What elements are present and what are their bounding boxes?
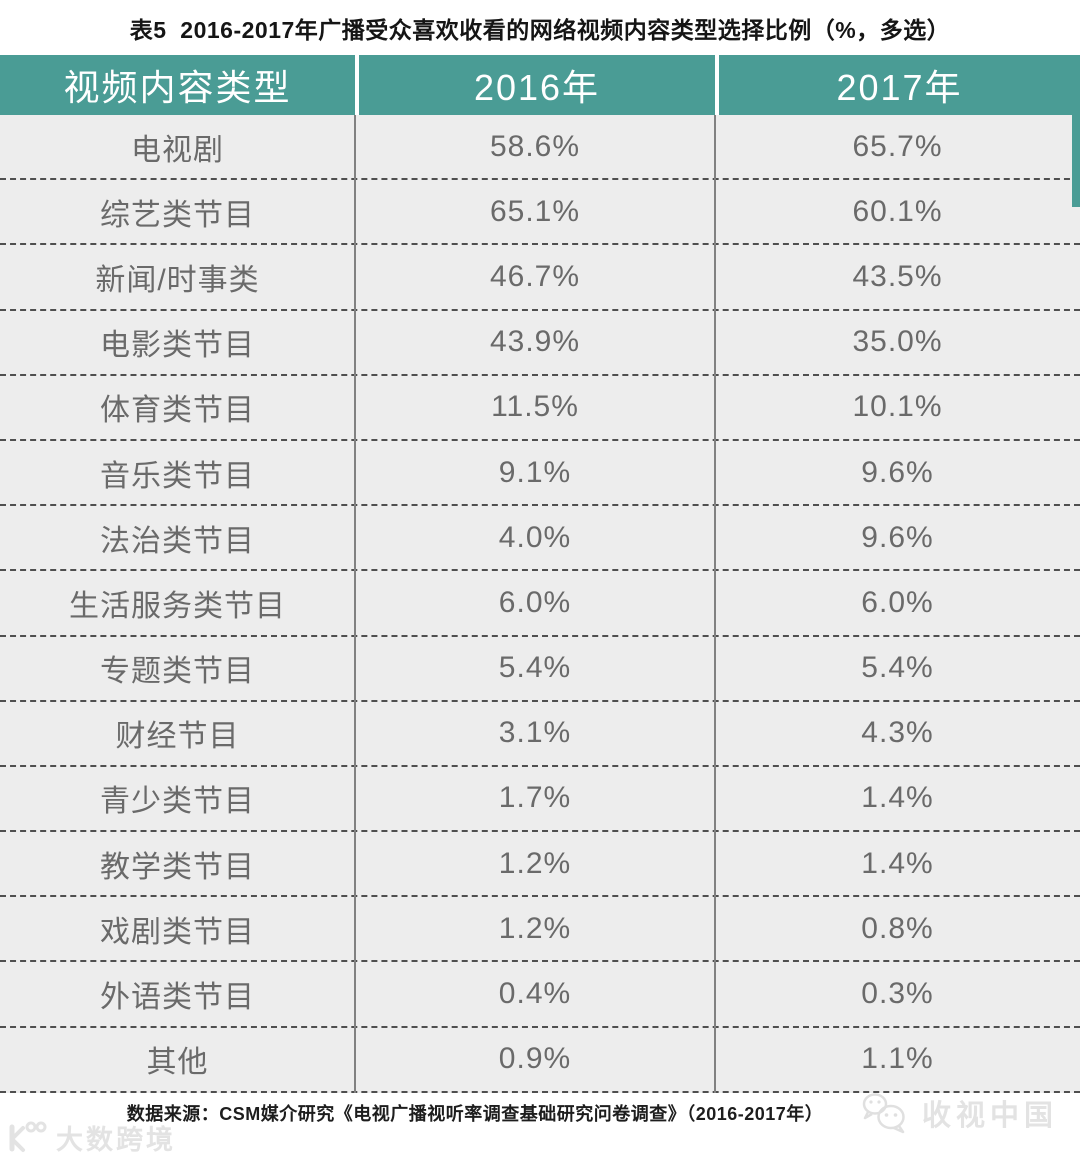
category-cell: 其他 (146, 1046, 209, 1080)
wechat-icon (860, 1090, 912, 1136)
value-2016-cell: 11.5% (491, 390, 579, 424)
column-divider-1 (354, 115, 356, 1093)
table-row: 电影类节目 43.9% 35.0% (0, 310, 1080, 376)
category-cell: 音乐类节目 (100, 459, 255, 493)
table-row: 其他 0.9% 1.1% (0, 1027, 1080, 1093)
table-title: 表5 2016-2017年广播受众喜欢收看的网络视频内容类型选择比例（%，多选） (129, 16, 951, 43)
category-cell: 综艺类节目 (100, 198, 255, 232)
watermark-bottom-left: 大数跨境 (6, 1118, 176, 1157)
header-cell-category: 视频内容类型 (0, 55, 355, 115)
table-row: 教学类节目 1.2% 1.4% (0, 832, 1080, 898)
table-row: 法治类节目 4.0% 9.6% (0, 506, 1080, 572)
table-row: 青少类节目 1.7% 1.4% (0, 766, 1080, 833)
value-2016-cell: 43.9% (489, 325, 581, 359)
value-2016-cell: 65.1% (489, 194, 581, 228)
value-2017-cell: 35.0% (852, 325, 943, 359)
value-2017-cell: 0.3% (861, 977, 934, 1011)
value-2016-cell: 0.4% (498, 977, 572, 1011)
table-row: 生活服务类节目 6.0% 6.0% (0, 571, 1080, 637)
category-cell: 专题类节目 (100, 655, 255, 689)
watermark-bottom-right: 收视中国 (860, 1090, 1058, 1136)
value-2017-cell: 0.8% (861, 911, 934, 945)
value-2017-cell: 65.7% (852, 129, 943, 163)
category-cell: 教学类节目 (100, 850, 255, 884)
watermark-bottom-right-label: 收视中国 (921, 1100, 1058, 1132)
value-2016-cell: 9.1% (498, 455, 572, 489)
value-2017-cell: 4.3% (861, 716, 934, 750)
category-cell: 财经节目 (115, 720, 240, 754)
table-row: 财经节目 3.1% 4.3% (0, 701, 1080, 767)
value-2016-cell: 46.7% (489, 259, 581, 293)
table-row: 新闻/时事类 46.7% 43.5% (0, 245, 1080, 311)
value-2016-cell: 1.2% (498, 911, 572, 945)
value-2016-cell: 58.6% (489, 129, 581, 163)
data-source-caption: 数据来源：CSM媒介研究《电视广播视听率调查基础研究问卷调查》（2016-201… (126, 1104, 824, 1124)
table-row: 体育类节目 11.5% 10.1% (0, 375, 1080, 441)
header-cell-2016: 2016年 (355, 55, 715, 115)
value-2016-cell: 3.1% (498, 716, 572, 750)
table-row: 外语类节目 0.4% 0.3% (0, 962, 1080, 1028)
value-2017-cell: 1.1% (861, 1042, 934, 1076)
value-2016-cell: 5.4% (498, 651, 572, 685)
table-row: 电视剧 58.6% 65.7% (0, 115, 1080, 181)
value-2016-cell: 1.2% (498, 846, 572, 880)
header-cell-2017: 2017年 (715, 55, 1080, 115)
table-row: 音乐类节目 9.1% 9.6% (0, 440, 1080, 507)
value-2017-cell: 1.4% (861, 846, 934, 880)
category-cell: 生活服务类节目 (69, 589, 286, 623)
right-edge-teal-strip (1072, 115, 1080, 207)
value-2016-cell: 1.7% (498, 781, 572, 815)
value-2016-cell: 0.9% (498, 1042, 572, 1076)
category-cell: 新闻/时事类 (95, 263, 260, 297)
category-cell: 电视剧 (131, 133, 224, 167)
table-row: 戏剧类节目 1.2% 0.8% (0, 897, 1080, 963)
value-2017-cell: 9.6% (861, 520, 934, 554)
value-2017-cell: 9.6% (861, 455, 934, 489)
category-cell: 体育类节目 (100, 394, 255, 428)
category-cell: 青少类节目 (100, 785, 255, 819)
watermark-bottom-left-label: 大数跨境 (56, 1125, 176, 1155)
value-2017-cell: 6.0% (861, 585, 934, 619)
value-2017-cell: 10.1% (852, 390, 943, 424)
category-cell: 戏剧类节目 (100, 915, 255, 949)
value-2017-cell: 43.5% (852, 259, 943, 293)
category-cell: 电影类节目 (100, 329, 255, 363)
column-divider-2 (714, 115, 716, 1093)
table-body: 电视剧 58.6% 65.7% 综艺类节目 65.1% 60.1% 新闻/时事类… (0, 115, 1080, 1093)
value-2016-cell: 4.0% (498, 520, 572, 554)
value-2017-cell: 5.4% (861, 651, 934, 685)
value-2017-cell: 1.4% (861, 781, 934, 815)
table-header-row: 视频内容类型 2016年 2017年 (0, 55, 1080, 115)
dashu-kuajing-logo-icon (6, 1119, 50, 1157)
category-cell: 法治类节目 (100, 524, 255, 558)
category-cell: 外语类节目 (100, 981, 255, 1015)
table-row: 专题类节目 5.4% 5.4% (0, 636, 1080, 702)
value-2016-cell: 6.0% (498, 585, 572, 619)
value-2017-cell: 60.1% (852, 194, 943, 228)
table-row: 综艺类节目 65.1% 60.1% (0, 180, 1080, 246)
